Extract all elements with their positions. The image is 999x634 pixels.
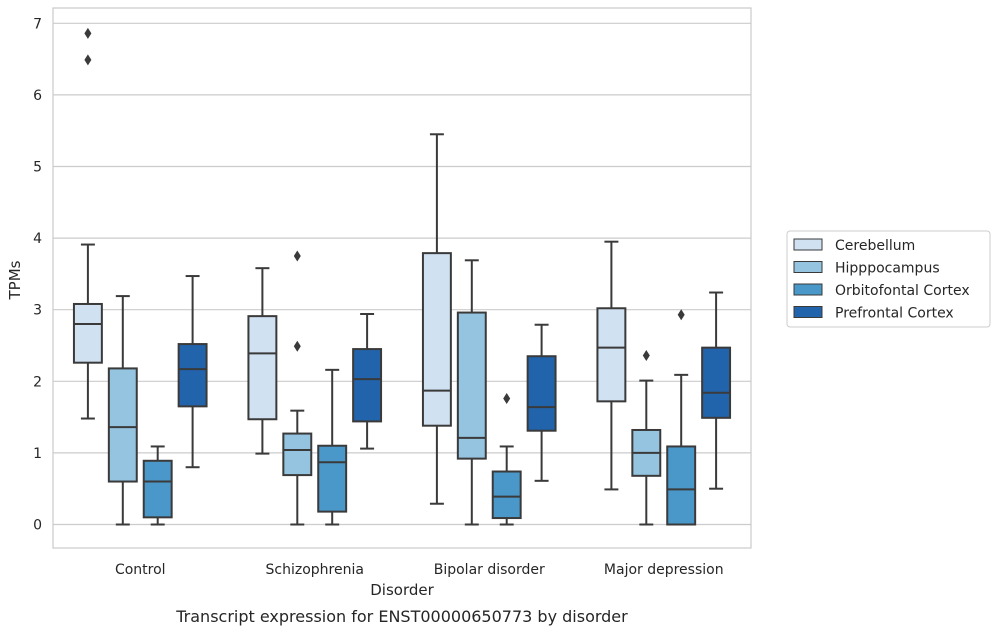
box-layer: [72, 27, 732, 526]
y-axis-label: TPMs: [6, 260, 24, 300]
outlier-point: [84, 54, 92, 66]
box-group: [596, 240, 627, 491]
box-iqr: [456, 311, 487, 460]
legend-item: Hipppocampus: [793, 261, 940, 277]
y-tick-label: 5: [33, 160, 42, 176]
box-group: [666, 309, 697, 526]
box-group: [247, 267, 278, 455]
box-iqr: [491, 470, 522, 520]
y-tick-label: 6: [33, 88, 42, 104]
box-group: [177, 275, 208, 469]
box-iqr: [317, 444, 348, 513]
box-iqr: [142, 459, 173, 519]
plot-frame: [52, 7, 752, 549]
box-group: [456, 259, 487, 526]
box-iqr: [421, 252, 452, 427]
box-group: [282, 250, 313, 526]
legend-item: Cerebellum: [793, 238, 915, 254]
x-tick-label: Bipolar disorder: [434, 562, 545, 578]
legend-label: Orbitofontal Cortex: [835, 283, 970, 299]
x-tick-label: Schizophrenia: [266, 562, 364, 578]
x-tick-labels: Control Schizophrenia Bipolar disorder Majo…: [115, 562, 724, 578]
legend-swatch: [793, 283, 823, 296]
legend-swatch: [793, 306, 823, 318]
grid-lines: [53, 22, 751, 526]
legend-item: Prefrontal Cortex: [793, 306, 954, 322]
box-iqr: [526, 355, 557, 432]
box-iqr: [177, 343, 208, 408]
legend: Cerebellum Hipppocampus Orbitofontal Corte…: [786, 230, 991, 328]
y-tick-label: 3: [33, 303, 42, 319]
box-iqr: [72, 302, 103, 364]
box-iqr: [282, 432, 313, 477]
box-group: [421, 133, 452, 505]
box-group: [701, 291, 732, 490]
outlier-point: [293, 340, 301, 352]
box-group: [317, 368, 348, 526]
y-tick-label: 1: [33, 446, 42, 462]
box-group: [526, 323, 557, 482]
y-tick-label: 4: [33, 231, 42, 247]
y-tick-labels: 0 1 2 3 4 5 6 7: [33, 16, 42, 533]
box-iqr: [666, 445, 697, 526]
box-group: [107, 295, 138, 526]
legend-label: Prefrontal Cortex: [835, 306, 954, 322]
box-iqr: [701, 346, 732, 419]
box-group: [142, 445, 173, 526]
x-tick-label: Control: [115, 562, 166, 578]
legend-swatch: [793, 238, 823, 251]
outlier-point: [293, 250, 301, 262]
outlier-point: [503, 392, 511, 404]
outlier-point: [677, 309, 685, 321]
legend-label: Hipppocampus: [835, 261, 940, 277]
box-iqr: [107, 367, 138, 483]
outlier-point: [642, 350, 650, 362]
box-group: [72, 27, 103, 420]
box-iqr: [247, 315, 278, 421]
legend-frame: [786, 230, 991, 328]
box-iqr: [596, 307, 627, 403]
y-tick-label: 7: [33, 16, 42, 32]
legend-item: Orbitofontal Cortex: [793, 283, 970, 299]
box-iqr: [352, 348, 383, 423]
box-group: [491, 392, 522, 526]
y-tick-label: 0: [33, 518, 42, 534]
chart-caption: Transcript expression for ENST0000065077…: [175, 607, 628, 626]
x-tick-label: Major depression: [604, 562, 724, 578]
box-group: [352, 312, 383, 450]
outlier-point: [84, 27, 92, 39]
y-tick-label: 2: [33, 374, 42, 390]
legend-label: Cerebellum: [835, 238, 915, 254]
legend-swatch: [793, 261, 823, 273]
x-axis-label: Disorder: [370, 581, 434, 599]
box-group: [631, 350, 662, 526]
